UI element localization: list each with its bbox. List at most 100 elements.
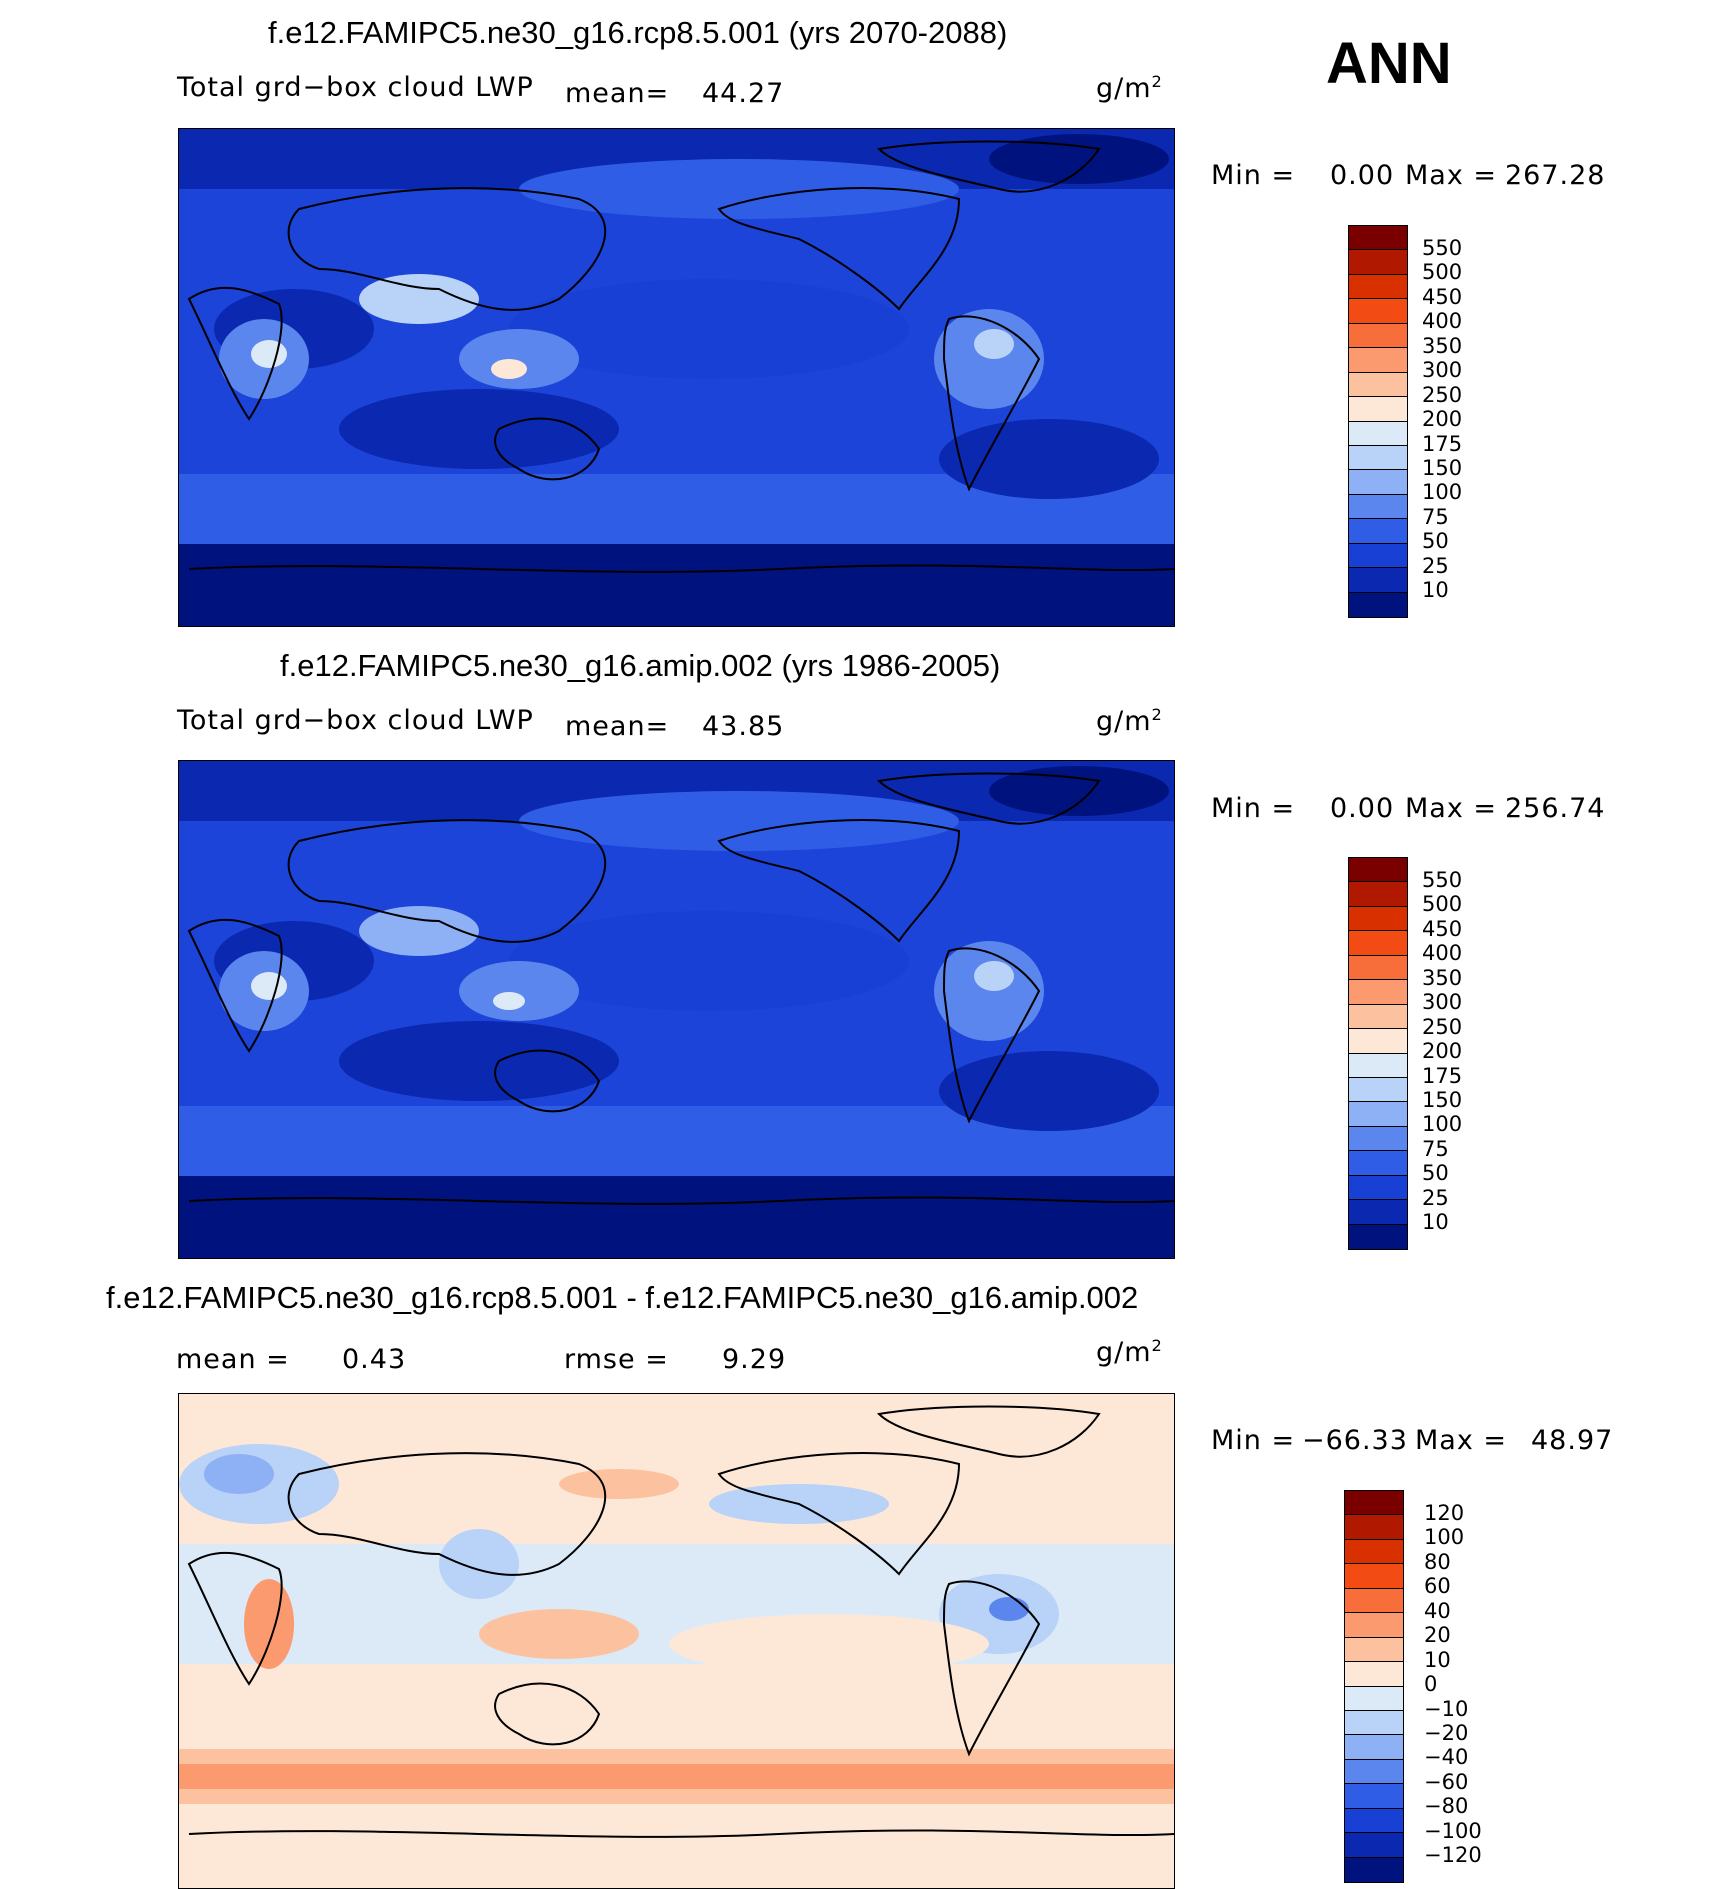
- colorbar-label: 10: [1422, 1210, 1449, 1235]
- panel3-colorbar: [1344, 1490, 1404, 1883]
- colorbar-label: 0: [1424, 1672, 1438, 1697]
- colorbar-label: 40: [1424, 1598, 1451, 1623]
- colorbar-swatch: [1345, 1857, 1403, 1882]
- colorbar-label: 100: [1422, 1112, 1463, 1137]
- colorbar-label: 450: [1422, 916, 1463, 941]
- colorbar-label: 100: [1424, 1525, 1465, 1550]
- panel3-rmse-value: 9.29: [722, 1344, 787, 1375]
- panel3-units: g/m2: [1096, 1336, 1163, 1368]
- panel3-min-value: −66.33: [1302, 1425, 1408, 1456]
- panel2-max-value: 256.74: [1505, 793, 1606, 824]
- colorbar-label: 400: [1422, 309, 1463, 334]
- colorbar-swatch: [1345, 1539, 1403, 1565]
- colorbar-swatch: [1349, 592, 1407, 617]
- colorbar-label: 200: [1422, 1039, 1463, 1064]
- colorbar-label: 10: [1424, 1647, 1451, 1672]
- colorbar-swatch: [1349, 568, 1407, 593]
- panel2-max-label: Max =: [1405, 793, 1498, 824]
- colorbar-swatch: [1349, 931, 1407, 956]
- colorbar-swatch: [1349, 1175, 1407, 1201]
- colorbar-label: −100: [1424, 1818, 1482, 1843]
- colorbar-swatch: [1349, 1053, 1407, 1078]
- colorbar-label: 300: [1422, 990, 1463, 1015]
- colorbar-label: 150: [1422, 455, 1463, 480]
- panel1-units: g/m2: [1096, 72, 1163, 104]
- season-label: ANN: [1326, 31, 1452, 96]
- colorbar-swatch: [1345, 1710, 1403, 1736]
- panel1-max-value: 267.28: [1505, 160, 1606, 191]
- colorbar-swatch: [1345, 1784, 1403, 1809]
- colorbar-swatch: [1345, 1686, 1403, 1711]
- colorbar-label: 50: [1422, 1161, 1449, 1186]
- panel2-mean-value: 43.85: [702, 711, 785, 742]
- panel1-max-label: Max =: [1405, 160, 1498, 191]
- colorbar-label: 25: [1422, 553, 1449, 578]
- colorbar-swatch: [1345, 1515, 1403, 1540]
- colorbar-label: −20: [1424, 1720, 1469, 1745]
- colorbar-swatch: [1349, 882, 1407, 907]
- colorbar-swatch: [1349, 1004, 1407, 1030]
- colorbar-label: 175: [1422, 431, 1463, 456]
- colorbar-swatch: [1349, 494, 1407, 520]
- colorbar-label: 550: [1422, 868, 1463, 892]
- colorbar-swatch: [1349, 323, 1407, 349]
- colorbar-swatch: [1349, 1077, 1407, 1103]
- colorbar-label: 450: [1422, 284, 1463, 309]
- colorbar-label: −120: [1424, 1843, 1482, 1868]
- panel2-min-label: Min =: [1211, 793, 1296, 824]
- colorbar-swatch: [1349, 1029, 1407, 1054]
- colorbar-label: 350: [1422, 333, 1463, 358]
- panel3-min-label: Min =: [1211, 1425, 1296, 1456]
- colorbar-swatch: [1345, 1564, 1403, 1589]
- panel2-title: f.e12.FAMIPC5.ne30_g16.amip.002 (yrs 198…: [280, 648, 1001, 683]
- colorbar-label: 250: [1422, 1014, 1463, 1039]
- colorbar-label: −10: [1424, 1696, 1469, 1721]
- colorbar-swatch: [1349, 1200, 1407, 1225]
- panel2-mean-label: mean=: [565, 711, 670, 742]
- colorbar-swatch: [1349, 250, 1407, 275]
- colorbar-swatch: [1345, 1637, 1403, 1663]
- panel1-min-label: Min =: [1211, 160, 1296, 191]
- panel1-mean-value: 44.27: [702, 78, 785, 109]
- colorbar-swatch: [1349, 858, 1407, 883]
- colorbar-label: 60: [1424, 1574, 1451, 1599]
- colorbar-label: 400: [1422, 941, 1463, 966]
- colorbar-label: 10: [1422, 578, 1449, 603]
- colorbar-swatch: [1349, 955, 1407, 981]
- panel3-colorbar-labels: 120 100 80 60 40 20 10 0 −10 −20 −40 −60 −80 −100 −120: [1424, 1501, 1482, 1868]
- panel1-variable: Total grd−box cloud LWP: [177, 72, 534, 103]
- panel3-mean-value: 0.43: [342, 1344, 407, 1375]
- panel1-title: f.e12.FAMIPC5.ne30_g16.rcp8.5.001 (yrs 2…: [268, 15, 1008, 50]
- colorbar-swatch: [1345, 1808, 1403, 1834]
- colorbar-swatch: [1349, 348, 1407, 373]
- colorbar-label: 150: [1422, 1087, 1463, 1112]
- colorbar-label: −40: [1424, 1745, 1469, 1770]
- colorbar-swatch: [1345, 1662, 1403, 1687]
- panel3-max-label: Max =: [1415, 1425, 1508, 1456]
- colorbar-label: −60: [1424, 1769, 1469, 1794]
- colorbar-swatch: [1349, 372, 1407, 398]
- colorbar-label: 100: [1422, 480, 1463, 505]
- panel2-map: [178, 760, 1175, 1259]
- colorbar-label: 550: [1422, 236, 1463, 260]
- panel2-colorbar: [1348, 857, 1408, 1250]
- panel1-colorbar: [1348, 225, 1408, 618]
- colorbar-label: 50: [1422, 529, 1449, 554]
- colorbar-label: 200: [1422, 407, 1463, 432]
- panel2-colorbar-labels: 550 500 450 400 350 300 250 200 175 150 100 75 50 25 1…: [1422, 868, 1462, 1235]
- panel3-title: f.e12.FAMIPC5.ne30_g16.rcp8.5.001 - f.e1…: [106, 1280, 1139, 1315]
- colorbar-label: 250: [1422, 382, 1463, 407]
- colorbar-swatch: [1349, 397, 1407, 422]
- colorbar-label: 175: [1422, 1063, 1463, 1088]
- panel3-max-value: 48.97: [1531, 1425, 1614, 1456]
- colorbar-label: 75: [1422, 504, 1449, 529]
- colorbar-swatch: [1345, 1491, 1403, 1516]
- colorbar-label: 500: [1422, 892, 1463, 917]
- colorbar-swatch: [1349, 906, 1407, 932]
- colorbar-label: 25: [1422, 1185, 1449, 1210]
- colorbar-swatch: [1349, 980, 1407, 1005]
- colorbar-swatch: [1345, 1613, 1403, 1638]
- colorbar-swatch: [1349, 299, 1407, 324]
- colorbar-swatch: [1349, 1126, 1407, 1152]
- colorbar-swatch: [1349, 470, 1407, 495]
